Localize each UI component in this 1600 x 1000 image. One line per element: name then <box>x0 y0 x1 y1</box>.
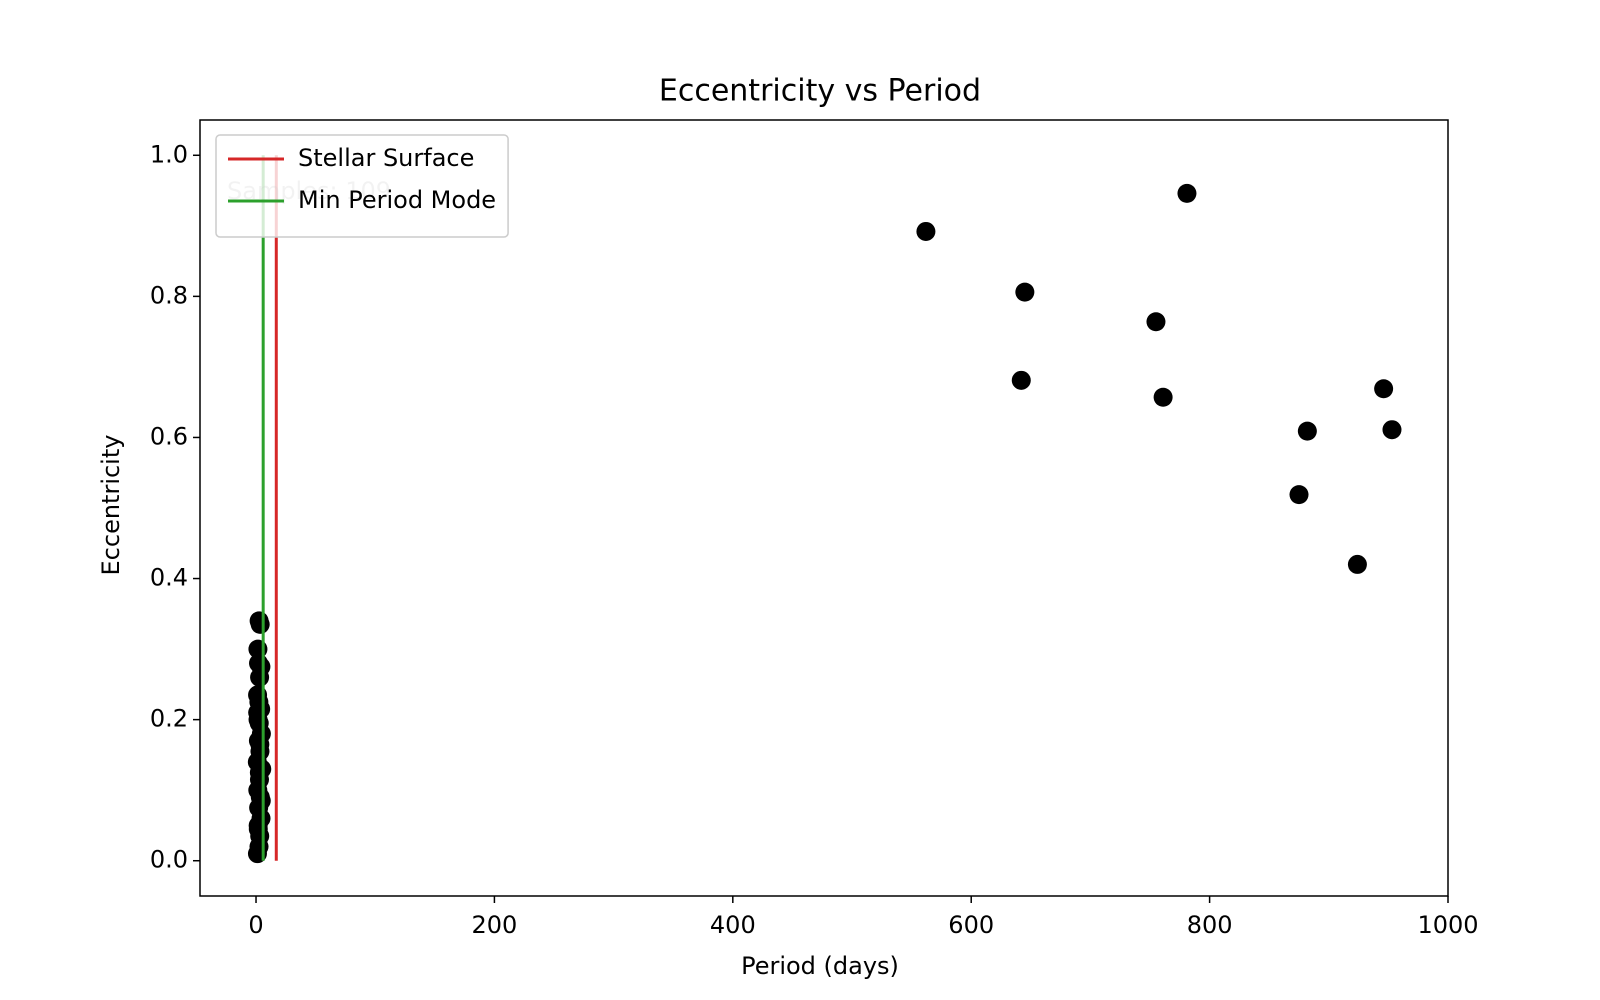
y-tick-label: 0.4 <box>150 564 188 592</box>
scatter-point <box>1289 485 1309 505</box>
scatter-point <box>1382 420 1402 440</box>
y-tick-label: 0.8 <box>150 281 188 309</box>
scatter-point <box>1347 554 1367 574</box>
legend: Stellar Surface Min Period Mode <box>215 134 509 238</box>
scatter-point <box>916 221 936 241</box>
scatter-point <box>1015 282 1035 302</box>
legend-label: Min Period Mode <box>298 186 496 214</box>
scatter-point <box>248 819 268 839</box>
legend-box <box>215 134 509 238</box>
scatter-point <box>251 791 271 811</box>
scatter-point <box>1297 421 1317 441</box>
y-axis-label: Eccentricity <box>97 435 125 576</box>
scatter-point <box>1146 312 1166 332</box>
x-tick-label: 600 <box>948 911 994 939</box>
scatter-point <box>1153 387 1173 407</box>
scatter-point <box>1374 379 1394 399</box>
x-tick-label: 400 <box>710 911 756 939</box>
x-tick-label: 800 <box>1187 911 1233 939</box>
scatter-point <box>249 611 269 631</box>
x-tick-label: 200 <box>472 911 518 939</box>
scatter-point <box>1011 370 1031 390</box>
y-tick-label: 1.0 <box>150 140 188 168</box>
x-axis-label: Period (days) <box>741 952 899 980</box>
axes-frame <box>199 119 1449 897</box>
scatter-point <box>1177 183 1197 203</box>
scatter-point <box>249 763 269 783</box>
scatter-point <box>250 734 270 754</box>
y-tick-label: 0.2 <box>150 705 188 733</box>
y-tick-label: 0.0 <box>150 846 188 874</box>
x-tick-label: 0 <box>248 911 263 939</box>
legend-label: Stellar Surface <box>298 144 474 172</box>
y-tick-label: 0.6 <box>150 422 188 450</box>
x-tick-label: 1000 <box>1417 911 1478 939</box>
chart-title: Eccentricity vs Period <box>659 74 981 109</box>
